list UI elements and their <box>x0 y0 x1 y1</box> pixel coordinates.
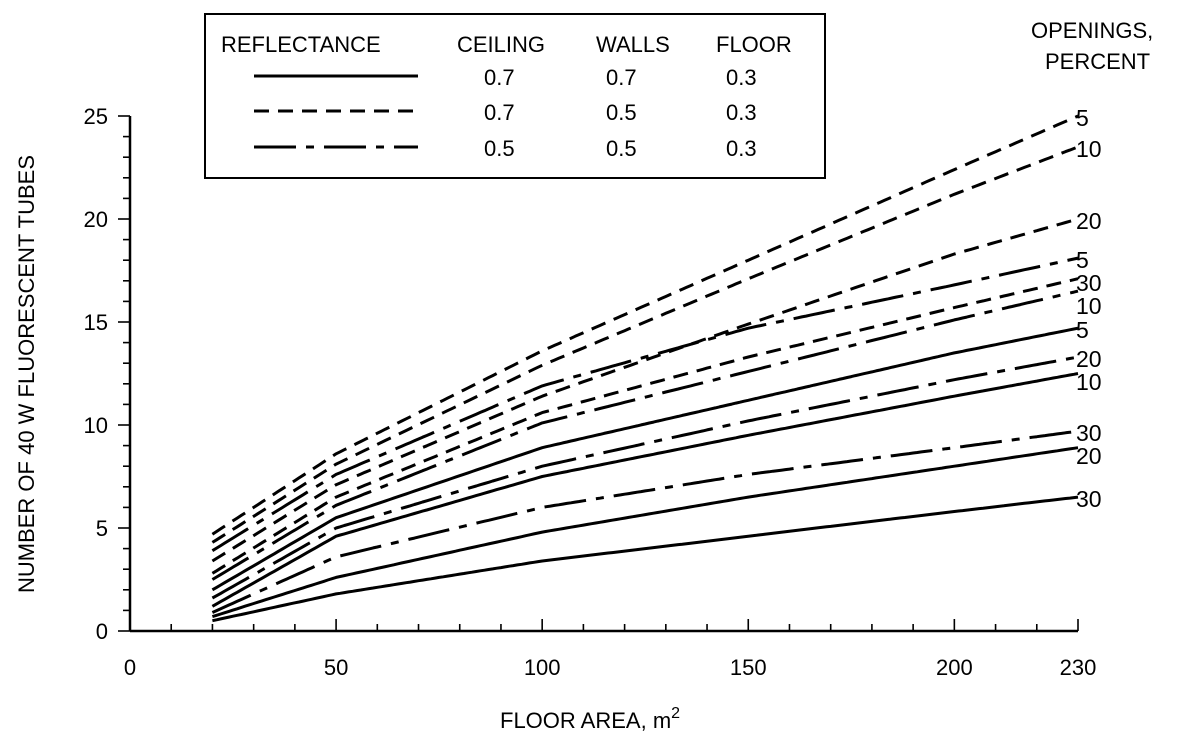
series-end-label: 20 <box>1076 346 1102 372</box>
x-tick-label: 200 <box>936 655 973 680</box>
series-line-dashdot-5 <box>211 256 1079 552</box>
series-end-label: 30 <box>1076 270 1102 296</box>
legend-header-ceiling: CEILING <box>457 32 545 57</box>
series-line-solid-30 <box>212 495 1079 623</box>
y-tick-label: 10 <box>84 413 108 438</box>
y-tick-label: 25 <box>84 104 108 129</box>
legend-row2-ceiling: 0.7 <box>484 100 515 125</box>
series-end-label: 30 <box>1076 420 1102 446</box>
series-end-label: 10 <box>1076 293 1102 319</box>
x-tick-label: 0 <box>124 655 136 680</box>
series-line-solid-10 <box>211 372 1079 608</box>
x-axis-label-sup: 2 <box>671 705 680 722</box>
legend-box <box>204 13 826 179</box>
series-line-dashed-30 <box>211 277 1079 575</box>
series-line-dashed-5 <box>211 114 1079 536</box>
x-tick-label: 150 <box>730 655 767 680</box>
series-line-solid-5 <box>211 326 1079 592</box>
legend-row3-walls: 0.5 <box>606 136 637 161</box>
legend-row1-ceiling: 0.7 <box>484 65 515 90</box>
legend-row2-walls: 0.5 <box>606 100 637 125</box>
y-tick-label: 15 <box>84 310 108 335</box>
series-lines <box>211 114 1079 623</box>
openings-header-line2: PERCENT <box>1045 49 1150 74</box>
series-end-label: 20 <box>1076 443 1102 469</box>
legend: REFLECTANCE CEILING WALLS FLOOR 0.7 0.7 … <box>204 13 826 179</box>
series-end-label: 5 <box>1076 317 1089 343</box>
legend-row3-floor: 0.3 <box>726 136 757 161</box>
y-tick-label: 5 <box>96 516 108 541</box>
legend-row1-walls: 0.7 <box>606 65 637 90</box>
series-line-dashed-20 <box>211 217 1079 563</box>
series-line-dashdot-20 <box>211 355 1079 600</box>
legend-header-floor: FLOOR <box>716 32 792 57</box>
y-axis-label: NUMBER OF 40 W FLUORESCENT TUBES <box>14 155 39 593</box>
x-tick-label: 50 <box>324 655 348 680</box>
y-tick-label: 20 <box>84 207 108 232</box>
legend-header-walls: WALLS <box>596 32 670 57</box>
x-tick-label: 230 <box>1060 655 1097 680</box>
series-line-dashdot-10 <box>211 289 1079 581</box>
series-end-label: 5 <box>1076 247 1089 273</box>
series-end-label: 10 <box>1076 369 1102 395</box>
x-tick-label: 100 <box>524 655 561 680</box>
series-end-label: 30 <box>1076 486 1102 512</box>
series-end-label: 5 <box>1076 105 1089 131</box>
series-end-label: 20 <box>1076 208 1102 234</box>
legend-row2-floor: 0.3 <box>726 100 757 125</box>
y-tick-label: 0 <box>96 619 108 644</box>
series-line-dashdot-30 <box>211 429 1079 614</box>
x-axis-label: FLOOR AREA, m2 <box>500 705 680 733</box>
x-axis-label-text: FLOOR AREA, m <box>500 708 671 733</box>
axis-ticks: 0 5 10 15 20 25 0 50 100 150 200 230 <box>84 104 1097 680</box>
legend-header-reflectance: REFLECTANCE <box>221 32 381 57</box>
legend-row1-floor: 0.3 <box>726 65 757 90</box>
series-line-dashed-10 <box>211 145 1079 544</box>
openings-header-line1: OPENINGS, <box>1031 18 1153 43</box>
series-end-label: 10 <box>1076 136 1102 162</box>
series-line-solid-20 <box>211 446 1079 619</box>
legend-row3-ceiling: 0.5 <box>484 136 515 161</box>
